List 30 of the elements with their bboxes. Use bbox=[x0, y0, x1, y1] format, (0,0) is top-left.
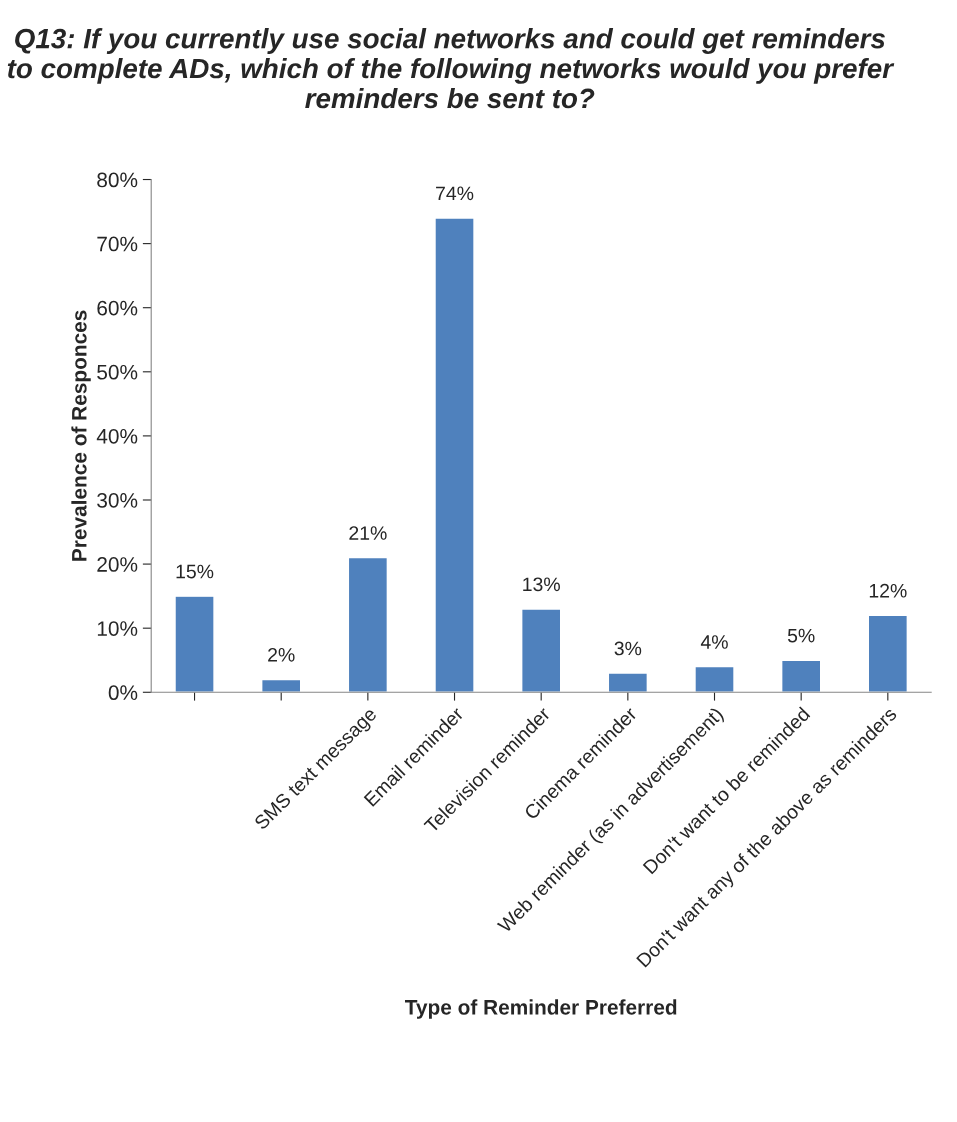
bar bbox=[607, 672, 649, 693]
y-tick-label: 30% bbox=[97, 492, 138, 508]
y-axis-title: Prevalence of Responces bbox=[71, 310, 91, 561]
data-label: 13% bbox=[523, 577, 560, 592]
data-label: 3% bbox=[614, 641, 642, 656]
y-tick-label: 40% bbox=[96, 428, 138, 444]
bar bbox=[261, 678, 302, 693]
data-label: 15% bbox=[176, 564, 214, 579]
bar bbox=[867, 614, 909, 693]
bar bbox=[347, 556, 389, 693]
y-tick-label: 80% bbox=[97, 172, 138, 188]
bar bbox=[520, 608, 562, 693]
y-tick-label: 50% bbox=[97, 364, 138, 380]
x-axis-title: Type of Reminder Preferred bbox=[405, 999, 677, 1019]
y-tick-label: 0% bbox=[108, 685, 138, 701]
y-tick-label: 70% bbox=[97, 236, 138, 252]
data-label: 2% bbox=[268, 647, 295, 662]
chart-title: Q13: If you currently use social networks and could get reminders to complete ADs, which of the following networks would you prefer reminders be sent to? bbox=[7, 28, 895, 109]
y-tick-label: 10% bbox=[97, 621, 138, 636]
bar bbox=[780, 659, 822, 693]
data-label: 5% bbox=[787, 628, 815, 643]
data-label: 21% bbox=[349, 526, 387, 540]
bar bbox=[694, 665, 735, 693]
bar bbox=[434, 217, 475, 693]
data-label: 12% bbox=[869, 583, 907, 598]
y-tick-label: 60% bbox=[97, 300, 138, 316]
data-label: 4% bbox=[700, 635, 728, 649]
bar bbox=[174, 595, 215, 693]
y-tick-label: 20% bbox=[97, 557, 138, 572]
data-label: 74% bbox=[436, 186, 474, 201]
